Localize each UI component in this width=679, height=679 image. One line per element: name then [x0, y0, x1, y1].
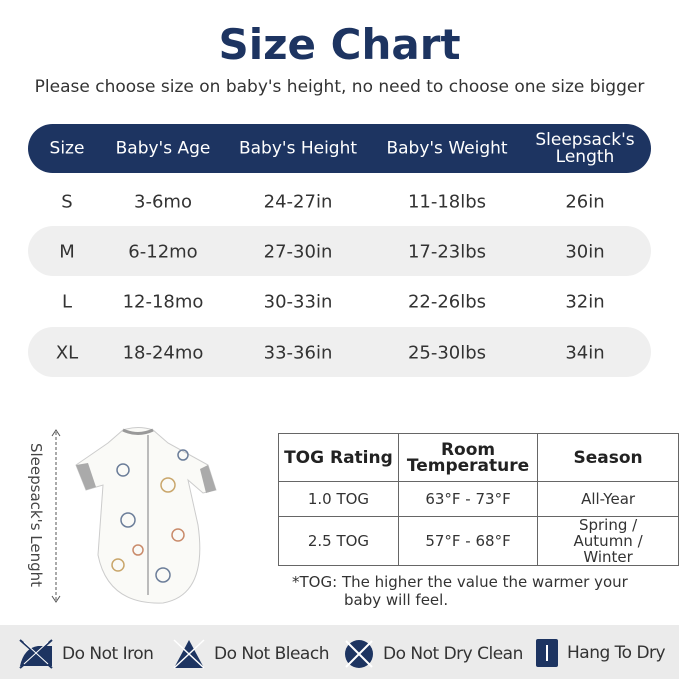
size-table-header: Size Baby's Age Baby's Height Baby's Wei…	[28, 124, 651, 173]
tog-table: TOG Rating Room Temperature Season 1.0 T…	[278, 433, 679, 566]
tog-header-temp: Room Temperature	[397, 433, 539, 482]
size-cell: XL	[55, 342, 79, 364]
do-not-bleach-icon	[173, 639, 205, 669]
size-cell: 30in	[565, 241, 605, 263]
size-cell: 12-18mo	[122, 291, 204, 313]
note-text-2: baby will feel.	[344, 591, 449, 609]
hang-to-dry-icon	[536, 639, 558, 667]
tog-row: 1.0 TOG 63°F - 73°F All-Year	[278, 481, 679, 517]
tog-value: 1.0 TOG	[278, 481, 399, 517]
tog-header-rating: TOG Rating	[278, 433, 399, 482]
subtitle: Please choose size on baby's height, no …	[34, 77, 645, 97]
page-title: Size Chart	[218, 20, 461, 69]
size-cell: 34in	[565, 342, 605, 364]
length-arrow-icon	[51, 429, 61, 603]
size-cell: 24-27in	[263, 191, 333, 213]
size-cell: M	[59, 241, 75, 263]
sleepsack-image	[75, 427, 217, 604]
care-bar: Do Not Iron Do Not Bleach Do Not Dry Cle…	[0, 625, 679, 679]
note-prefix: *TOG:	[292, 573, 338, 591]
season: Spring / Autumn / Winter	[537, 516, 679, 566]
temp-range: 63°F - 73°F	[397, 481, 539, 517]
size-cell: S	[61, 191, 73, 213]
size-cell: 30-33in	[263, 291, 333, 313]
size-cell: 32in	[565, 291, 605, 313]
size-cell: 3-6mo	[134, 191, 192, 213]
length-indicator: Sleepsack's Lenght	[26, 440, 46, 590]
size-cell: 26in	[565, 191, 605, 213]
row-band	[28, 226, 651, 276]
size-cell: 27-30in	[263, 241, 333, 263]
care-label: Do Not Iron	[62, 644, 154, 664]
length-label: Sleepsack's Lenght	[27, 442, 45, 588]
header-weight: Baby's Weight	[386, 138, 508, 159]
do-not-dry-clean-icon	[345, 640, 373, 668]
note-text: The higher the value the warmer your	[341, 573, 628, 591]
size-cell: 11-18lbs	[407, 191, 487, 213]
size-cell: 33-36in	[263, 342, 333, 364]
header-age: Baby's Age	[115, 138, 211, 159]
season: All-Year	[537, 481, 679, 517]
care-item: Do Not Bleach	[172, 638, 329, 670]
care-item: Hang To Dry	[535, 638, 666, 668]
care-item: Do Not Dry Clean	[343, 638, 523, 670]
size-cell: 25-30lbs	[407, 342, 487, 364]
row-band	[28, 327, 651, 377]
tog-value: 2.5 TOG	[278, 516, 399, 566]
care-label: Hang To Dry	[567, 643, 666, 663]
do-not-iron-icon	[19, 639, 53, 669]
size-cell: L	[61, 291, 73, 313]
header-length: Sleepsack's Length	[535, 130, 635, 167]
header-size: Size	[49, 138, 85, 159]
tog-header-season: Season	[537, 433, 679, 482]
care-item: Do Not Iron	[18, 638, 154, 670]
header-height: Baby's Height	[238, 138, 358, 159]
size-cell: 22-26lbs	[407, 291, 487, 313]
care-label: Do Not Dry Clean	[383, 644, 523, 664]
temp-range: 57°F - 68°F	[397, 516, 539, 566]
size-cell: 17-23lbs	[407, 241, 487, 263]
tog-row: 2.5 TOG 57°F - 68°F Spring / Autumn / Wi…	[278, 516, 679, 566]
care-label: Do Not Bleach	[214, 644, 329, 664]
size-cell: 18-24mo	[122, 342, 204, 364]
tog-note: *TOG: The higher the value the warmer yo…	[292, 573, 628, 609]
size-cell: 6-12mo	[128, 241, 198, 263]
